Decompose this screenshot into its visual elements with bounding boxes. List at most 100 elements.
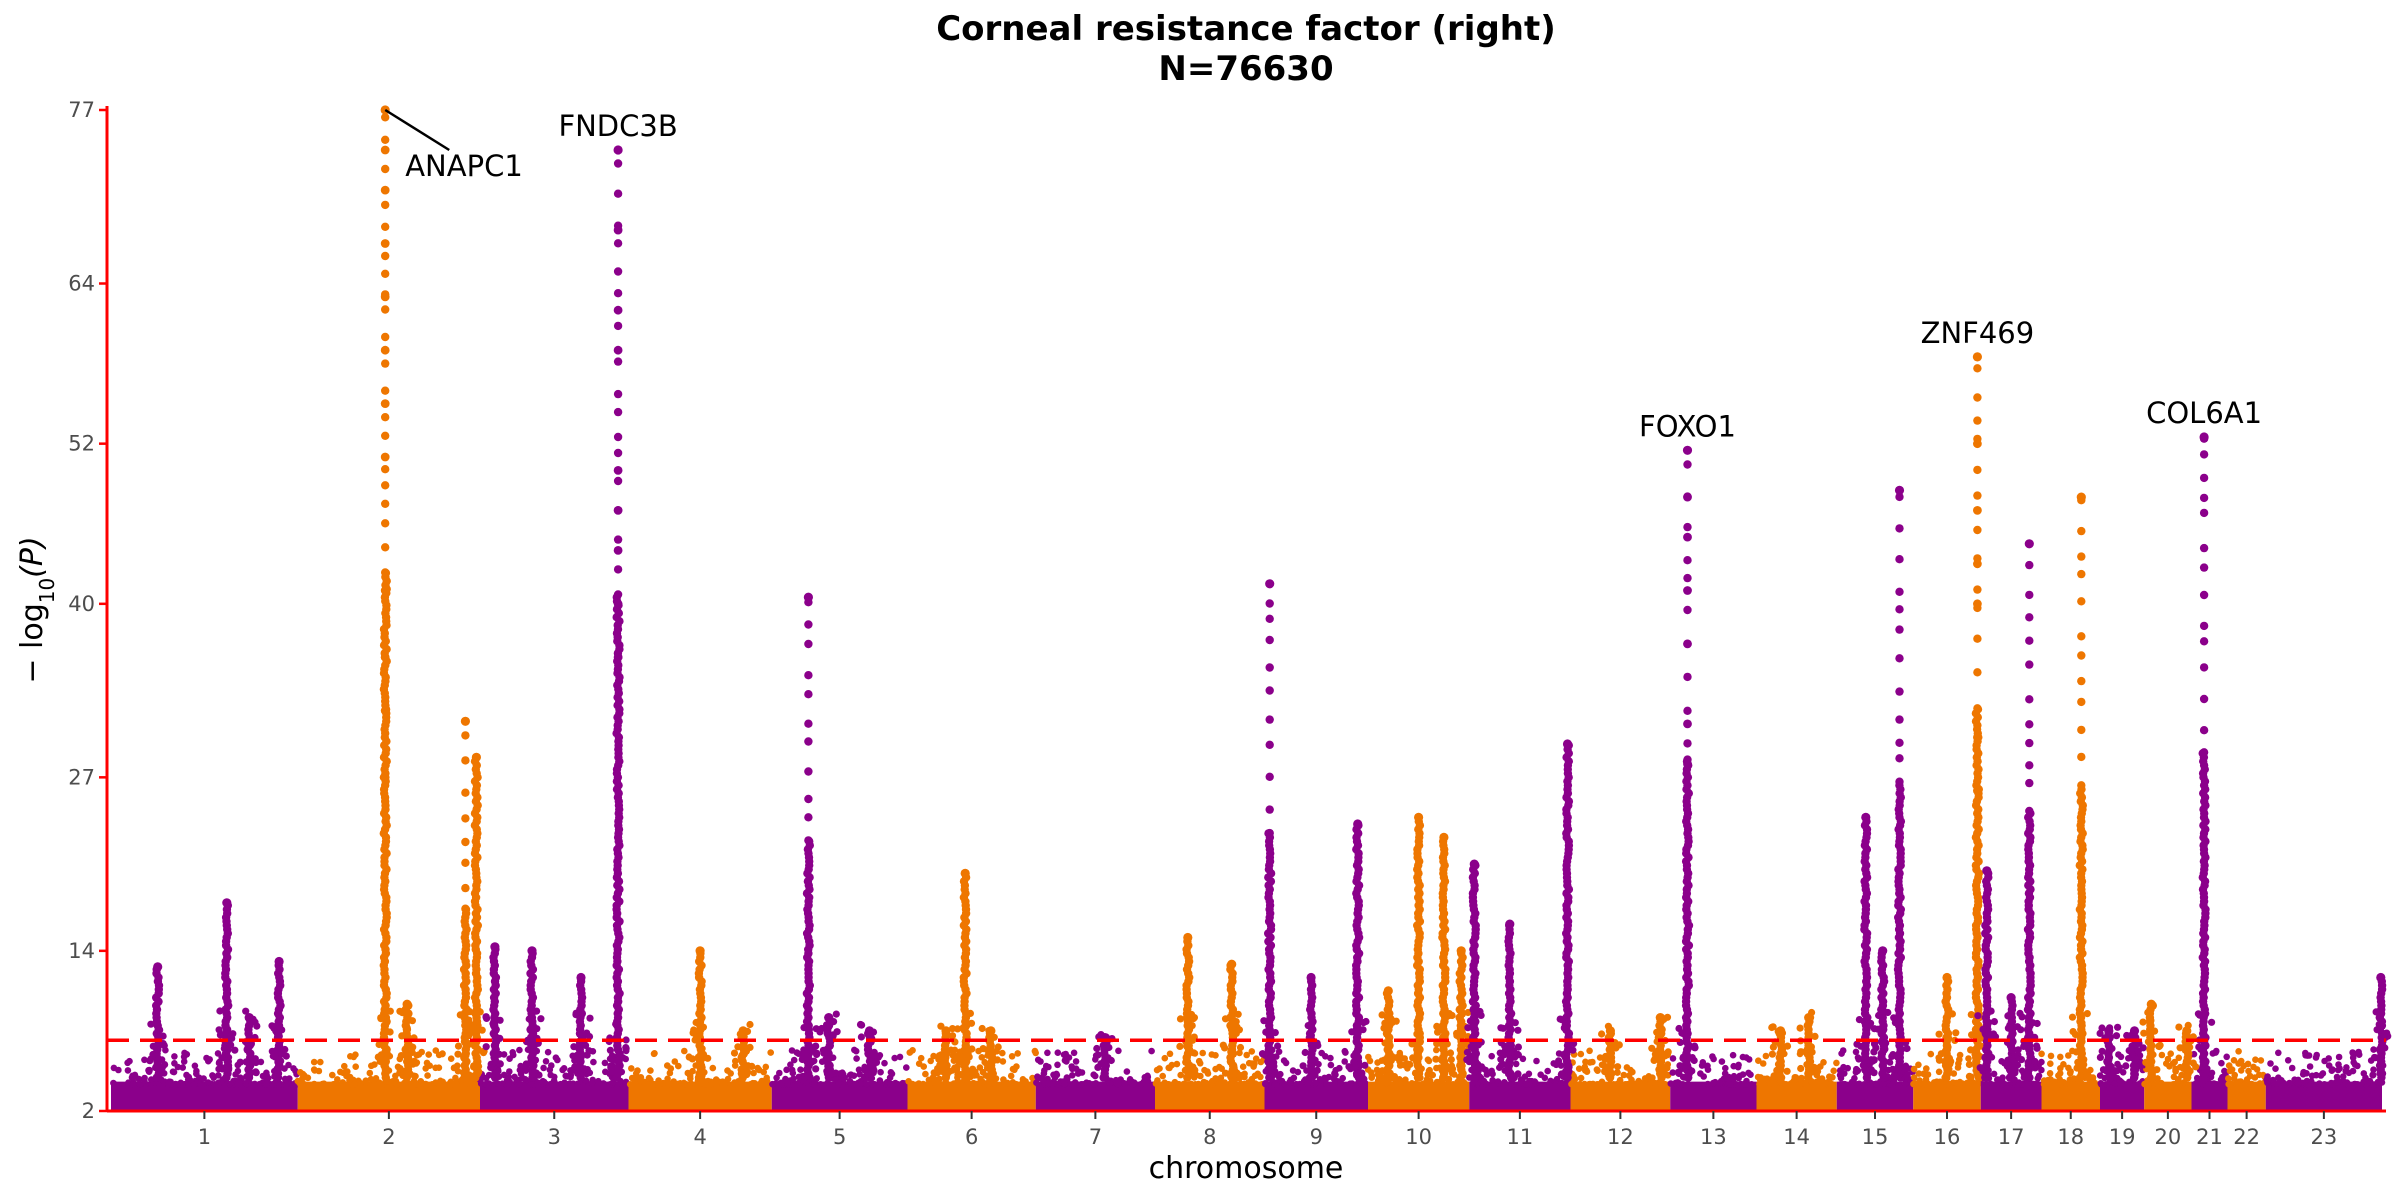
peak-top-point [1383, 986, 1393, 996]
point [1252, 1080, 1259, 1087]
point [1889, 1079, 1897, 1087]
point [124, 1067, 132, 1074]
point [2057, 1053, 2064, 1061]
point [156, 1026, 164, 1034]
point [1413, 1053, 1421, 1061]
peak-chr2 [465, 752, 488, 1082]
point [1259, 1050, 1267, 1058]
point [2369, 1081, 2376, 1088]
point [380, 345, 390, 355]
point [489, 1020, 497, 1028]
point [1915, 1070, 1923, 1077]
point [1901, 1080, 1909, 1088]
point [129, 1081, 137, 1088]
point [2257, 1057, 2265, 1064]
point [2031, 1057, 2039, 1066]
point [1323, 1080, 1330, 1088]
point [832, 1069, 840, 1077]
point [927, 1057, 934, 1065]
point [1739, 1071, 1747, 1078]
point [1883, 1073, 1891, 1081]
point [769, 1080, 776, 1088]
peak-chr2 [396, 999, 418, 1082]
point [1299, 1062, 1307, 1070]
point [687, 1075, 694, 1082]
point [447, 1055, 455, 1062]
point [2018, 1013, 2026, 1021]
point [482, 1074, 490, 1082]
peak-top-point [803, 592, 814, 602]
point [2223, 1053, 2230, 1061]
peak-chr5 [798, 592, 821, 1082]
point [1071, 1079, 1079, 1086]
point [1265, 614, 1274, 623]
point [1704, 1080, 1712, 1088]
point [1541, 1074, 1549, 1082]
point [285, 1061, 292, 1069]
point [1466, 1017, 1474, 1025]
point [877, 1068, 884, 1076]
point [1236, 1049, 1243, 1057]
point [2278, 1077, 2285, 1084]
point [1979, 1067, 1987, 1075]
point [1465, 1058, 1473, 1066]
point [452, 1074, 459, 1082]
point [1598, 1030, 1606, 1038]
point [734, 1043, 742, 1051]
point [461, 904, 470, 913]
point [999, 1049, 1006, 1057]
point [495, 1050, 503, 1058]
chromosome-points-21 [2190, 1047, 2230, 1111]
point [1190, 1049, 1198, 1057]
point [381, 465, 390, 474]
peak-top-point [460, 716, 470, 726]
point [613, 267, 623, 276]
point [2288, 1064, 2296, 1072]
point [1569, 1046, 1577, 1054]
point [1414, 1073, 1422, 1081]
point [1722, 1064, 1729, 1072]
point [1228, 1080, 1235, 1088]
point [985, 1027, 993, 1035]
point [2169, 1081, 2177, 1088]
point [2217, 1080, 2224, 1088]
point [1037, 1058, 1044, 1065]
point [1679, 1029, 1687, 1038]
point [1131, 1079, 1138, 1086]
chromosome-points-14 [1754, 1048, 1840, 1111]
point [381, 164, 390, 174]
peak-top-point [1227, 959, 1237, 969]
peak-chr5 [816, 1010, 841, 1082]
point [469, 1024, 478, 1033]
point [1265, 805, 1274, 814]
point [606, 1046, 615, 1054]
point [586, 1014, 594, 1022]
point [366, 1069, 374, 1077]
point [204, 1079, 212, 1086]
point [380, 452, 390, 462]
point [1232, 1018, 1240, 1026]
point [311, 1067, 319, 1074]
point [2306, 1063, 2314, 1070]
point [546, 1066, 554, 1074]
chart-title: Corneal resistance factor (right) [936, 9, 1556, 49]
point [1890, 1014, 1898, 1022]
peak-top-point [613, 145, 623, 155]
point [1981, 1028, 1989, 1036]
point [1522, 1080, 1530, 1088]
point [381, 222, 390, 231]
point [966, 1009, 975, 1018]
point [1246, 1081, 1254, 1088]
point [612, 1020, 620, 1028]
point [1994, 1076, 2001, 1083]
peak-chr8 [1219, 959, 1245, 1082]
point [1009, 1079, 1017, 1086]
point [381, 269, 390, 278]
point [1348, 1028, 1356, 1036]
point [229, 1030, 237, 1038]
point [2119, 1069, 2127, 1076]
point [2047, 1052, 2055, 1060]
point [1614, 1069, 1621, 1076]
point [380, 145, 390, 155]
peak-chr4 [688, 946, 712, 1082]
